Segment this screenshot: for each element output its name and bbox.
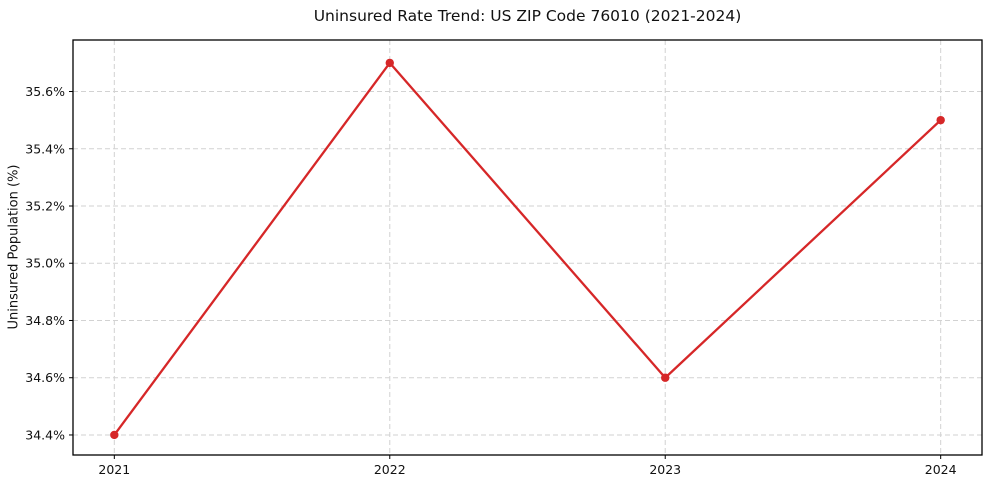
trend-line	[113, 61, 942, 437]
x-tick-label: 2023	[649, 462, 681, 477]
data-point-2024	[936, 115, 945, 125]
y-tick-label: 34.6%	[25, 370, 65, 385]
y-tick-label: 34.4%	[25, 427, 65, 442]
x-tick-label: 2021	[98, 462, 130, 477]
data-point-2022	[385, 58, 394, 68]
y-tick-label: 35.0%	[25, 256, 65, 271]
data-point-2023	[661, 373, 670, 382]
y-tick-label: 35.2%	[25, 199, 65, 214]
chart-title: Uninsured Rate Trend: US ZIP Code 76010 …	[313, 7, 742, 25]
y-tick-label: 35.6%	[25, 84, 65, 99]
y-tick-label: 35.4%	[25, 141, 65, 156]
data-point-2021	[110, 430, 119, 440]
x-tick-label: 2024	[925, 462, 957, 477]
x-tick-label: 2022	[374, 462, 406, 477]
y-tick-label: 34.8%	[25, 313, 65, 328]
plot-border	[72, 39, 983, 456]
